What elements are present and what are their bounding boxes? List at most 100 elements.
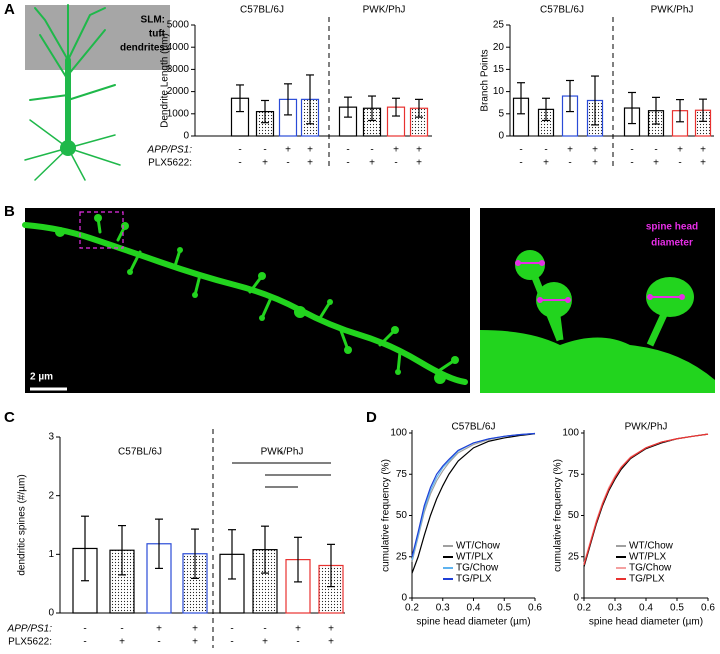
condition-mark: - [296,637,299,648]
y-tick-label: 4000 [167,42,190,53]
condition-mark: - [370,145,373,156]
condition-mark: - [678,158,681,169]
y-tick-label: 50 [568,510,580,521]
condition-mark: + [543,158,549,169]
y-axis-label: cumulative frequency (%) [553,459,564,572]
cdf-line [411,433,536,574]
y-tick-label: 50 [396,510,408,521]
y-tick-label: 0 [183,131,189,142]
legend-label: WT/Chow [456,541,501,552]
legend-label: TG/PLX [629,574,665,585]
condition-mark: + [393,145,399,156]
y-tick-label: 0 [401,593,407,604]
y-tick-label: 10 [493,86,505,97]
condition-mark: + [416,145,422,156]
condition-mark: + [567,145,573,156]
x-tick-label: 0.4 [467,603,481,614]
y-tick-label: 3000 [167,64,190,75]
y-tick-label: 100 [562,428,579,439]
condition-mark: - [286,158,289,169]
neuron-label: dendrites [120,43,165,54]
condition-mark: - [346,145,349,156]
condition-mark: - [654,145,657,156]
condition-mark: - [519,158,522,169]
condition-mark: + [592,145,598,156]
condition-mark: - [263,624,266,635]
condition-mark: + [307,145,313,156]
y-tick-label: 3 [48,432,54,443]
x-tick-label: 0.2 [577,603,591,614]
condition-label: PLX5622: [8,637,52,648]
x-tick-label: 0.6 [701,603,715,614]
y-tick-label: 15 [493,64,505,75]
y-tick-label: 5000 [167,20,190,31]
legend-label: TG/PLX [456,574,492,585]
chart-title: C57BL/6J [452,422,496,433]
panel-label: C [4,409,15,426]
condition-label: APP/PS1: [7,624,53,635]
group-title: PWK/PhJ [651,5,694,16]
y-tick-label: 20 [493,42,505,53]
condition-mark: + [328,637,334,648]
x-tick-label: 0.3 [436,603,450,614]
inset-label: diameter [651,238,693,249]
y-tick-label: 25 [493,20,505,31]
y-tick-label: 2000 [167,86,190,97]
y-tick-label: 75 [568,469,580,480]
legend-label: WT/PLX [456,552,494,563]
condition-mark: - [230,637,233,648]
condition-mark: + [192,637,198,648]
condition-label: APP/PS1: [147,145,193,156]
condition-mark: + [700,158,706,169]
panel-label: D [366,409,377,426]
condition-mark: + [653,158,659,169]
y-axis-label: Branch Points [480,49,491,111]
condition-mark: + [295,624,301,635]
y-tick-label: 2 [48,490,54,501]
group-title: C57BL/6J [240,5,284,16]
condition-mark: - [263,145,266,156]
condition-mark: - [630,145,633,156]
legend-label: TG/Chow [456,563,499,574]
y-tick-label: 5 [498,108,504,119]
cdf-line [583,433,709,566]
cdf-line [411,432,536,557]
y-tick-label: 1 [48,549,54,560]
significance-label: * [280,450,284,461]
condition-mark: + [192,624,198,635]
legend-label: WT/Chow [629,541,674,552]
neuron-drawing [24,4,170,181]
panel-label: A [4,1,15,18]
panel-label: B [4,203,15,220]
inset-label: spine head [646,222,698,233]
condition-mark: - [519,145,522,156]
condition-label: PLX5622: [148,158,192,169]
x-tick-label: 0.2 [405,603,419,614]
y-tick-label: 25 [568,551,580,562]
condition-mark: - [238,145,241,156]
condition-mark: + [119,637,125,648]
y-axis-label: Dendrite Length (µm) [160,33,171,128]
chart-title: PWK/PhJ [625,422,668,433]
x-axis-label: spine head diameter (µm) [416,617,530,628]
condition-mark: + [369,158,375,169]
condition-mark: - [630,158,633,169]
condition-mark: - [568,158,571,169]
group-title: C57BL/6J [540,5,584,16]
condition-mark: + [307,158,313,169]
x-tick-label: 0.6 [528,603,542,614]
condition-mark: + [262,158,268,169]
y-tick-label: 0 [573,593,579,604]
condition-mark: - [157,637,160,648]
condition-mark: - [120,624,123,635]
y-tick-label: 75 [396,469,408,480]
condition-mark: + [285,145,291,156]
condition-mark: - [83,637,86,648]
condition-mark: + [262,637,268,648]
x-tick-label: 0.3 [608,603,622,614]
condition-mark: + [677,145,683,156]
condition-mark: + [328,624,334,635]
condition-mark: - [238,158,241,169]
x-tick-label: 0.5 [497,603,511,614]
y-tick-label: 0 [498,131,504,142]
